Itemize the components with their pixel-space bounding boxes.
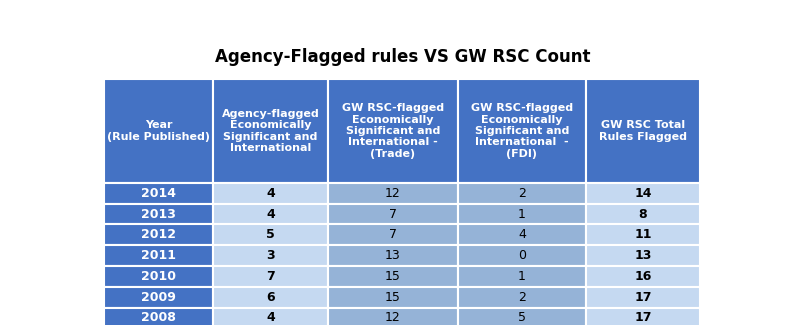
Bar [458,204,586,225]
Bar [213,266,328,287]
Bar [213,183,328,204]
Bar [104,204,213,225]
Text: GW RSC-flagged
Economically
Significant and
International  -
(FDI): GW RSC-flagged Economically Significant … [471,103,573,159]
Bar [213,245,328,266]
Bar [104,225,213,245]
Bar [213,204,328,225]
Text: 17: 17 [634,311,652,324]
Text: 3: 3 [266,249,275,262]
Text: 4: 4 [266,187,275,200]
Text: 7: 7 [266,270,275,283]
Bar [328,266,458,287]
Bar [586,245,700,266]
Bar [328,183,458,204]
Bar [213,225,328,245]
Bar [586,79,700,183]
Text: Year
(Rule Published): Year (Rule Published) [107,120,210,142]
Text: 13: 13 [634,249,652,262]
Text: 1: 1 [518,270,526,283]
Bar [328,307,458,325]
Bar [213,287,328,307]
Text: GW RSC-flagged
Economically
Significant and
International -
(Trade): GW RSC-flagged Economically Significant … [342,103,444,159]
Bar [586,183,700,204]
Bar [328,225,458,245]
Text: 16: 16 [634,270,652,283]
Bar [213,79,328,183]
Text: 2009: 2009 [141,291,176,304]
Text: 6: 6 [266,291,275,304]
Text: 15: 15 [385,291,401,304]
Text: 17: 17 [634,291,652,304]
Text: 1: 1 [518,208,526,221]
Bar [586,307,700,325]
Bar [586,266,700,287]
Bar [328,79,458,183]
Bar [586,287,700,307]
Bar [458,225,586,245]
Bar [586,225,700,245]
Text: 7: 7 [389,228,397,241]
Text: 12: 12 [385,311,401,324]
Text: 14: 14 [634,187,652,200]
Bar [104,287,213,307]
Bar [328,287,458,307]
Bar [104,266,213,287]
Text: 15: 15 [385,270,401,283]
Text: 13: 13 [385,249,401,262]
Text: GW RSC Total
Rules Flagged: GW RSC Total Rules Flagged [599,120,687,142]
Text: Agency-flagged
Economically
Significant and
International: Agency-flagged Economically Significant … [221,109,319,153]
Text: 2: 2 [518,291,526,304]
Text: 7: 7 [389,208,397,221]
Text: 5: 5 [266,228,275,241]
Bar [458,245,586,266]
Text: 2008: 2008 [141,311,176,324]
Bar [458,266,586,287]
Text: 2: 2 [518,187,526,200]
Text: 4: 4 [266,311,275,324]
Bar [458,307,586,325]
Bar [328,204,458,225]
Bar [458,287,586,307]
Bar [458,183,586,204]
Text: 4: 4 [518,228,526,241]
Text: 11: 11 [634,228,652,241]
Bar [104,183,213,204]
Text: 4: 4 [266,208,275,221]
Text: 8: 8 [639,208,648,221]
Bar [213,307,328,325]
Bar [104,79,213,183]
Bar [104,245,213,266]
Text: 12: 12 [385,187,401,200]
Text: 0: 0 [518,249,526,262]
Text: 2011: 2011 [141,249,176,262]
Text: 2012: 2012 [141,228,176,241]
Bar [458,79,586,183]
Text: Agency-Flagged rules VS GW RSC Count: Agency-Flagged rules VS GW RSC Count [214,48,590,66]
Bar [104,307,213,325]
Text: 2013: 2013 [141,208,176,221]
Text: 5: 5 [518,311,526,324]
Text: 2014: 2014 [141,187,176,200]
Bar [586,204,700,225]
Text: 2010: 2010 [141,270,176,283]
Bar [328,245,458,266]
